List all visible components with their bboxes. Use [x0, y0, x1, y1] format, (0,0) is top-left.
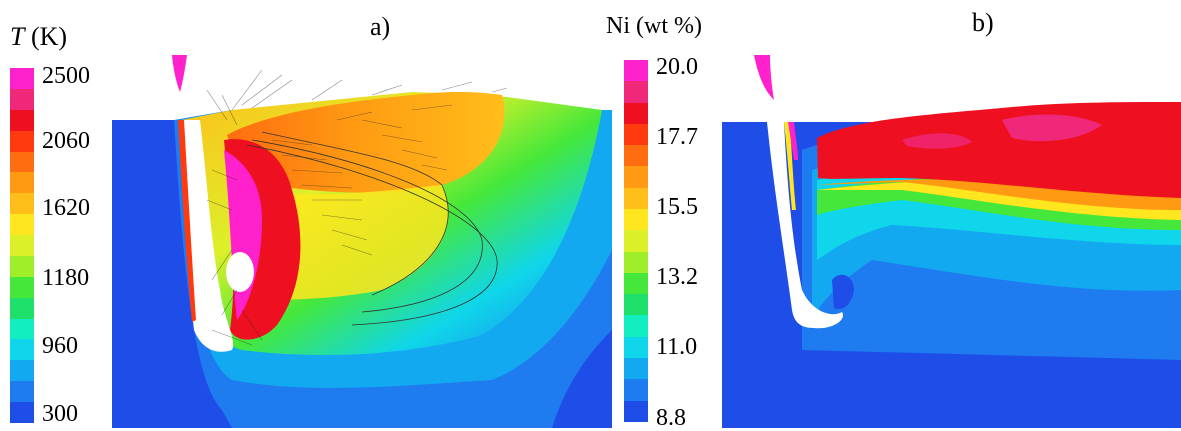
colorbar-segment	[10, 172, 34, 194]
colorbar-segment	[624, 294, 648, 316]
colorbar-segment	[624, 166, 648, 188]
colorbar-segment	[10, 381, 34, 402]
colorbar-b-tick: 20.0	[656, 54, 698, 80]
colorbar-a-tick: 2060	[42, 128, 90, 154]
isotherm-lines	[246, 131, 498, 326]
temperature-field-plot	[112, 50, 612, 428]
colorbar-b-tick: 13.2	[656, 264, 698, 290]
colorbar-a-title-var: T	[10, 22, 25, 51]
colorbar-b-title: Ni (wt %)	[606, 13, 702, 39]
colorbar-segment	[624, 81, 648, 103]
colorbar-a-tick: 2500	[42, 63, 90, 89]
colorbar-segment	[624, 272, 648, 295]
panel-b-label: b)	[972, 8, 994, 37]
colorbar-segment	[624, 145, 648, 167]
colorbar-segment	[624, 123, 648, 146]
colorbar-segment	[10, 297, 34, 319]
panel-a-label: a)	[370, 12, 391, 41]
colorbar-segment	[10, 255, 34, 277]
colorbar-b-tick: 8.8	[656, 405, 686, 431]
colorbar-segment	[624, 208, 648, 231]
colorbar-segment	[10, 214, 34, 235]
colorbar-segment	[624, 251, 648, 273]
colorbar-segment	[624, 400, 648, 422]
keyhole-cavity	[767, 122, 843, 329]
colorbar-segment	[624, 336, 648, 358]
colorbar-a-tick: 300	[42, 401, 78, 427]
colorbar-segment	[10, 109, 34, 131]
colorbar-segment	[624, 379, 648, 401]
colorbar-a-tick: 1180	[42, 265, 90, 291]
colorbar-segment	[624, 230, 648, 252]
colorbar-segment	[10, 68, 34, 89]
colorbar-segment	[10, 318, 34, 340]
colorbar-a-tick: 1620	[42, 195, 90, 221]
colorbar-b-tick: 15.5	[656, 194, 698, 220]
colorbar-segment	[10, 276, 34, 298]
droplet	[754, 55, 774, 100]
keyhole-cavity	[182, 120, 234, 352]
colorbar-segment	[10, 130, 34, 152]
colorbar-segment	[10, 193, 34, 215]
velocity-vectors	[206, 69, 508, 346]
colorbar-segment	[10, 339, 34, 361]
colorbar-segment	[624, 60, 648, 82]
colorbar-a-title: T (K)	[10, 24, 67, 50]
colorbar-segment	[624, 315, 648, 337]
colorbar-segment	[10, 402, 34, 423]
colorbar-segment	[624, 357, 648, 380]
colorbar-segment	[10, 360, 34, 382]
colorbar-a-title-unit: (K)	[24, 22, 68, 51]
colorbar-b-tick: 17.7	[656, 124, 698, 150]
temperature-colorbar	[10, 68, 34, 423]
colorbar-a-tick: 960	[42, 333, 78, 359]
droplet	[172, 55, 187, 92]
colorbar-segment	[10, 235, 34, 256]
colorbar-segment	[10, 88, 34, 110]
colorbar-segment	[10, 151, 34, 173]
colorbar-segment	[624, 102, 648, 124]
nickel-colorbar	[624, 60, 648, 422]
nickel-concentration-plot	[722, 50, 1181, 428]
colorbar-b-tick: 11.0	[656, 334, 698, 360]
colorbar-segment	[624, 187, 648, 209]
